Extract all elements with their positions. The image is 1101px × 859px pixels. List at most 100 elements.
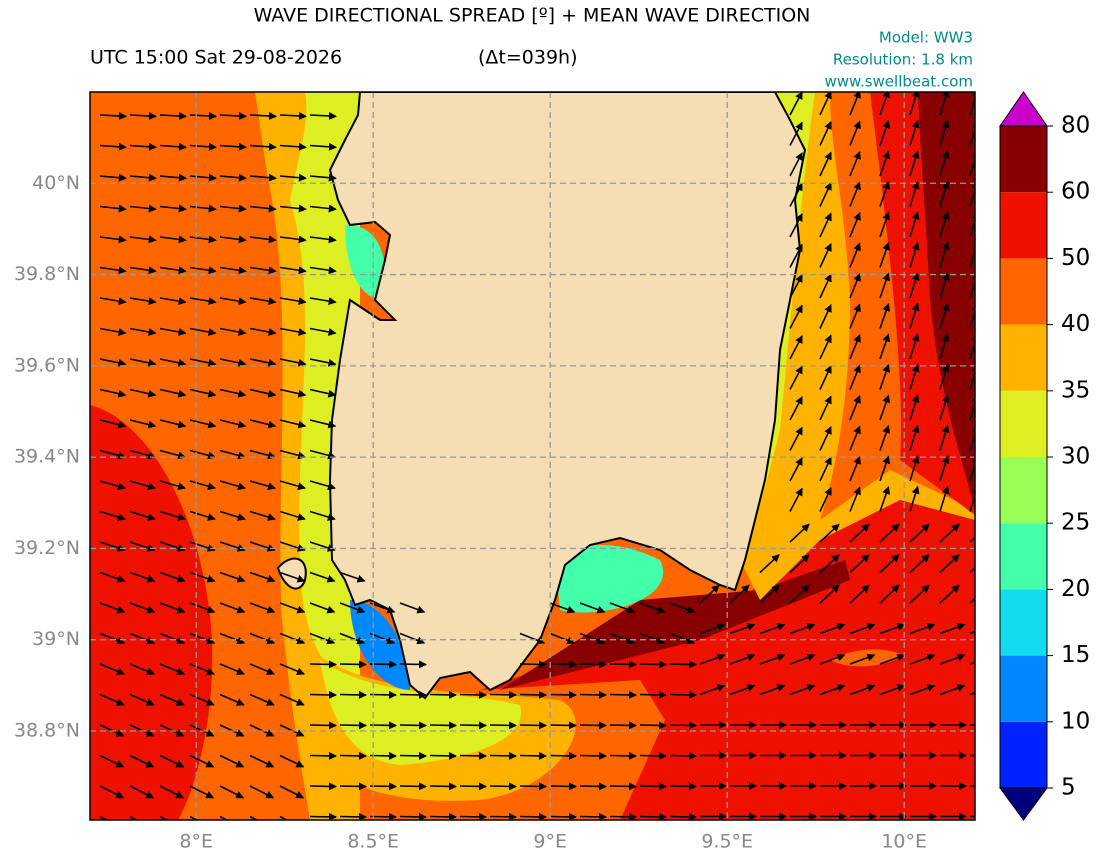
title: WAVE DIRECTIONAL SPREAD [º] + MEAN WAVE … (254, 5, 811, 27)
arrow (789, 243, 803, 268)
arrow (339, 751, 367, 760)
arrow (819, 120, 832, 146)
arrow (939, 150, 950, 177)
arrow (969, 485, 975, 512)
arrow (339, 632, 366, 645)
arrow (489, 751, 517, 760)
arrow (399, 782, 427, 791)
arrow (159, 815, 169, 820)
arrow (99, 754, 125, 768)
arrow (129, 297, 157, 306)
arrow (909, 363, 920, 390)
arrow (939, 211, 950, 238)
arrow (309, 690, 337, 699)
arrow (339, 812, 367, 820)
arrow (789, 426, 803, 451)
arrow (729, 584, 750, 604)
colorbar-extend-under (999, 787, 1048, 821)
arrow (969, 150, 975, 177)
arrow (429, 721, 457, 730)
arrow (969, 597, 975, 604)
arrow (879, 180, 890, 207)
arrow (879, 554, 900, 574)
arrow (309, 510, 336, 521)
arrow (129, 173, 157, 182)
arrow (279, 602, 306, 614)
arrow (129, 204, 157, 213)
arrow (909, 455, 920, 482)
arrow (669, 660, 697, 669)
arrow (459, 812, 487, 820)
arrow (129, 571, 156, 583)
arrow (849, 92, 861, 116)
arrow (399, 690, 427, 699)
arrow (399, 812, 427, 820)
arrow (909, 523, 930, 543)
arrow (159, 266, 187, 275)
arrow (279, 632, 306, 645)
arrow (669, 690, 697, 699)
arrow (309, 111, 337, 120)
arrow (969, 566, 975, 574)
arrow (819, 523, 840, 543)
colorbar-label: 50 (1061, 245, 1090, 271)
arrow (219, 111, 247, 120)
arrow (489, 812, 517, 820)
arrow (309, 358, 337, 367)
arrow (399, 632, 426, 645)
arrow (879, 272, 890, 299)
arrow (819, 623, 846, 635)
arrow (189, 142, 217, 151)
arrow (129, 358, 157, 367)
arrow (459, 782, 487, 791)
arrow (279, 449, 307, 460)
arrow (219, 663, 245, 675)
arrow (519, 721, 547, 730)
arrow (819, 273, 832, 299)
arrow (279, 358, 307, 367)
arrow (189, 480, 216, 491)
arrow (279, 111, 307, 120)
arrow (789, 396, 803, 421)
arrow (789, 457, 803, 482)
field-band (918, 92, 975, 510)
arrow (219, 266, 247, 275)
arrow (579, 690, 607, 699)
arrow (189, 297, 217, 306)
arrow (849, 623, 876, 635)
arrow (99, 204, 127, 213)
arrow (579, 632, 606, 645)
arrow (909, 394, 920, 421)
arrow (159, 358, 187, 367)
arrow (309, 419, 337, 429)
arrow (339, 660, 367, 669)
arrow (189, 419, 217, 429)
arrow (519, 632, 546, 645)
arrow (159, 235, 187, 244)
arrow (309, 204, 337, 213)
arrow (489, 782, 517, 791)
arrow (849, 425, 861, 451)
arrow (969, 424, 975, 451)
arrow (699, 623, 726, 635)
arrow (669, 812, 697, 820)
arrow (819, 554, 840, 574)
y-tick-label: 39.2°N (14, 537, 80, 559)
arrow (189, 754, 215, 768)
arrow (819, 425, 832, 451)
arrow (819, 456, 832, 482)
arrow (189, 266, 217, 275)
field-band (555, 545, 664, 613)
arrow (309, 782, 337, 791)
arrow (219, 815, 229, 820)
arrow (969, 92, 975, 116)
arrow (339, 690, 367, 699)
arrow (789, 274, 803, 299)
arrow (279, 754, 305, 768)
arrow (369, 602, 396, 614)
arrow (99, 632, 126, 645)
arrow (219, 449, 247, 460)
arrow (909, 241, 920, 268)
arrow (249, 297, 277, 306)
arrow (939, 272, 950, 299)
